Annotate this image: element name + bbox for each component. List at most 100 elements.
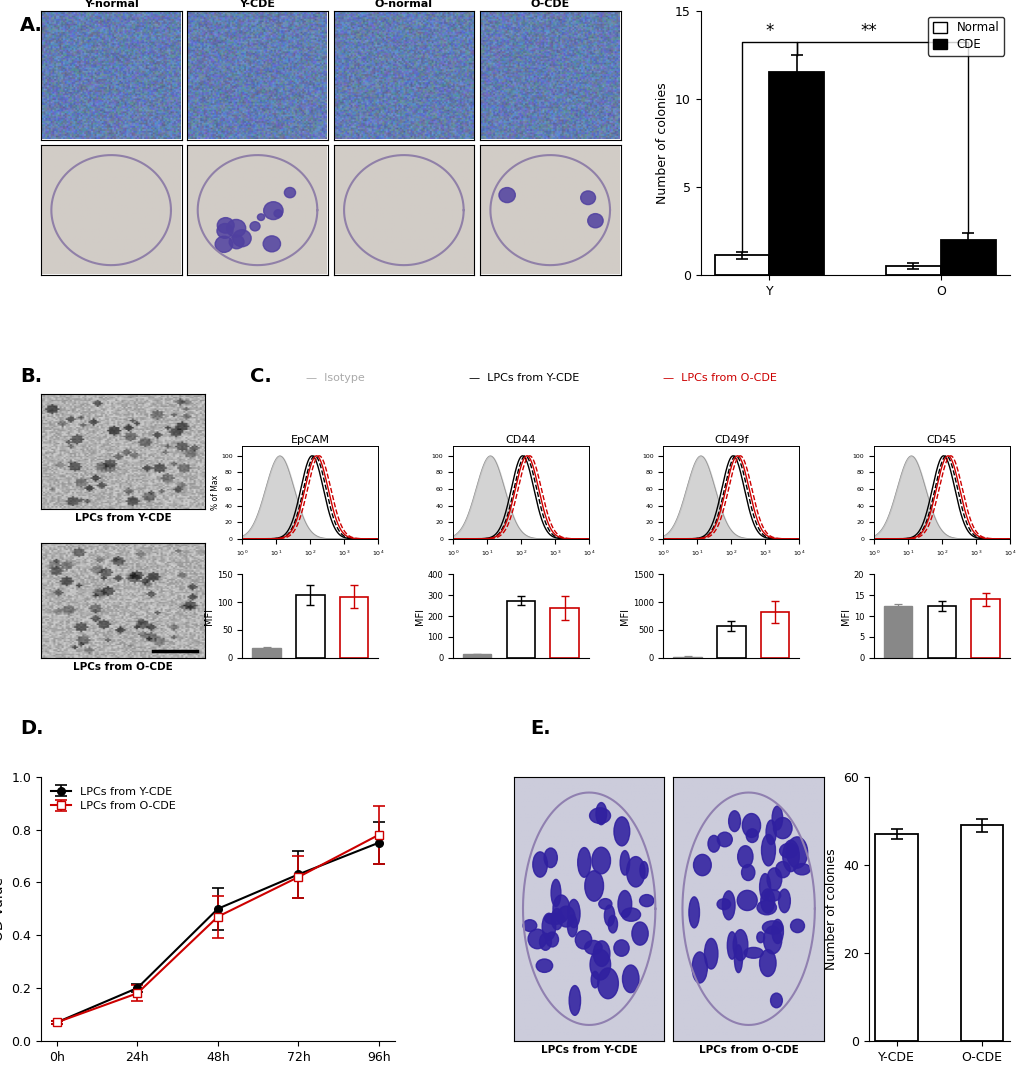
Circle shape [587, 214, 602, 227]
Ellipse shape [575, 930, 591, 949]
Ellipse shape [737, 846, 752, 868]
Ellipse shape [613, 940, 629, 956]
Ellipse shape [763, 926, 781, 954]
X-axis label: LPCs from O-CDE: LPCs from O-CDE [698, 1045, 798, 1055]
Ellipse shape [733, 929, 747, 960]
Ellipse shape [786, 837, 807, 868]
Title: CD45: CD45 [926, 435, 956, 445]
Circle shape [229, 235, 244, 249]
Text: A.: A. [20, 16, 43, 35]
Bar [970, 600, 999, 658]
Circle shape [215, 236, 232, 252]
Circle shape [264, 202, 283, 220]
Bar [296, 596, 324, 658]
Ellipse shape [790, 920, 804, 932]
Text: —  LPCs from Y-CDE: — LPCs from Y-CDE [469, 373, 579, 383]
Ellipse shape [550, 880, 560, 907]
Ellipse shape [774, 862, 790, 878]
Bar [339, 597, 368, 658]
Ellipse shape [746, 828, 757, 842]
Ellipse shape [639, 895, 653, 907]
Ellipse shape [769, 994, 782, 1008]
Ellipse shape [620, 851, 629, 876]
Bar [714, 255, 768, 275]
Ellipse shape [707, 836, 719, 852]
Text: —  LPCs from O-CDE: — LPCs from O-CDE [662, 373, 776, 383]
Bar [506, 601, 535, 658]
Ellipse shape [759, 950, 775, 976]
Bar [716, 626, 745, 658]
Ellipse shape [771, 920, 783, 943]
Ellipse shape [727, 931, 736, 959]
Text: B.: B. [20, 367, 43, 386]
Bar [760, 612, 789, 658]
Bar [463, 655, 491, 658]
Title: CD49f: CD49f [713, 435, 748, 445]
Circle shape [232, 230, 251, 247]
Ellipse shape [734, 945, 742, 972]
Ellipse shape [764, 890, 780, 901]
Ellipse shape [728, 811, 740, 832]
Ellipse shape [543, 848, 556, 868]
Bar [926, 605, 955, 658]
Ellipse shape [639, 862, 647, 879]
Y-axis label: Number of colonies: Number of colonies [656, 82, 668, 204]
Bar [874, 834, 917, 1041]
Ellipse shape [613, 817, 629, 846]
Title: Y-normal: Y-normal [84, 0, 139, 9]
Ellipse shape [595, 803, 606, 825]
Circle shape [284, 188, 296, 197]
Ellipse shape [607, 915, 616, 932]
Ellipse shape [589, 950, 610, 980]
Ellipse shape [737, 891, 756, 911]
Ellipse shape [539, 934, 551, 951]
Circle shape [274, 209, 282, 217]
Ellipse shape [761, 921, 783, 934]
Bar [768, 72, 823, 275]
Title: O-CDE: O-CDE [530, 0, 570, 9]
Title: CD44: CD44 [505, 435, 536, 445]
Text: C.: C. [250, 367, 271, 386]
Ellipse shape [771, 806, 782, 829]
Ellipse shape [716, 899, 730, 910]
Bar [940, 239, 995, 275]
Ellipse shape [743, 947, 762, 958]
Ellipse shape [597, 968, 618, 999]
Circle shape [263, 236, 280, 252]
Text: —  Isotype: — Isotype [306, 373, 365, 383]
Ellipse shape [593, 941, 609, 967]
Ellipse shape [584, 940, 601, 954]
Circle shape [217, 223, 232, 238]
Ellipse shape [777, 890, 790, 913]
Ellipse shape [589, 808, 610, 823]
Ellipse shape [544, 913, 565, 925]
Title: Y-CDE: Y-CDE [239, 0, 275, 9]
Ellipse shape [692, 952, 706, 983]
Ellipse shape [528, 929, 546, 949]
Circle shape [226, 220, 246, 237]
Bar [883, 605, 911, 658]
Ellipse shape [626, 856, 644, 887]
Ellipse shape [545, 932, 558, 947]
Ellipse shape [556, 907, 575, 927]
Ellipse shape [766, 868, 781, 891]
Ellipse shape [618, 891, 631, 917]
Ellipse shape [779, 843, 797, 858]
Ellipse shape [536, 959, 552, 972]
Y-axis label: Number of colonies: Number of colonies [824, 848, 837, 970]
Bar [550, 608, 579, 658]
Ellipse shape [567, 915, 577, 937]
Title: O-normal: O-normal [375, 0, 432, 9]
Circle shape [217, 218, 234, 233]
Bar [252, 648, 280, 658]
Text: D.: D. [20, 719, 44, 738]
Y-axis label: MFI: MFI [204, 607, 214, 624]
Bar [886, 266, 940, 275]
Y-axis label: OD value: OD value [0, 877, 5, 941]
Ellipse shape [761, 835, 774, 866]
X-axis label: LPCs from Y-CDE: LPCs from Y-CDE [74, 513, 171, 523]
Ellipse shape [542, 913, 555, 940]
Ellipse shape [552, 895, 570, 923]
Ellipse shape [760, 888, 774, 913]
Ellipse shape [772, 818, 792, 839]
